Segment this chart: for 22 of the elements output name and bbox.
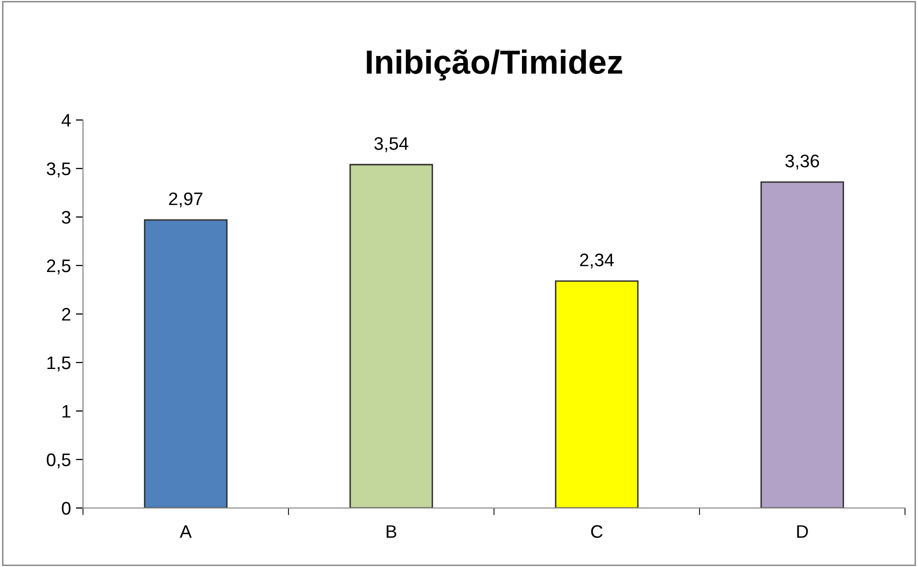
- x-tick-label: B: [386, 525, 396, 538]
- y-tick-label: 1: [62, 405, 70, 418]
- data-label: 3,36: [785, 154, 820, 170]
- bar: [349, 164, 434, 508]
- data-label: 3,54: [374, 137, 408, 152]
- x-tick-label: C: [591, 525, 603, 538]
- y-tick-label: 1,5: [47, 356, 70, 372]
- bar: [144, 219, 228, 508]
- y-tick-label: 0,5: [46, 453, 70, 468]
- chart-title: Inibição/Timidez: [366, 49, 622, 81]
- y-tick-label: 4: [62, 114, 71, 127]
- data-label: 2,97: [169, 192, 202, 208]
- data-label: 2,34: [580, 254, 614, 268]
- bar: [760, 181, 844, 508]
- y-tick-label: 2: [62, 308, 70, 321]
- y-tick-label: 2,5: [47, 259, 70, 274]
- x-tick-label: A: [180, 525, 192, 538]
- y-tick-label: 3,5: [46, 162, 70, 178]
- x-tick-label: D: [797, 525, 808, 538]
- y-tick-label: 0: [62, 502, 70, 515]
- y-tick-label: 3: [62, 210, 70, 224]
- bar: [554, 280, 639, 508]
